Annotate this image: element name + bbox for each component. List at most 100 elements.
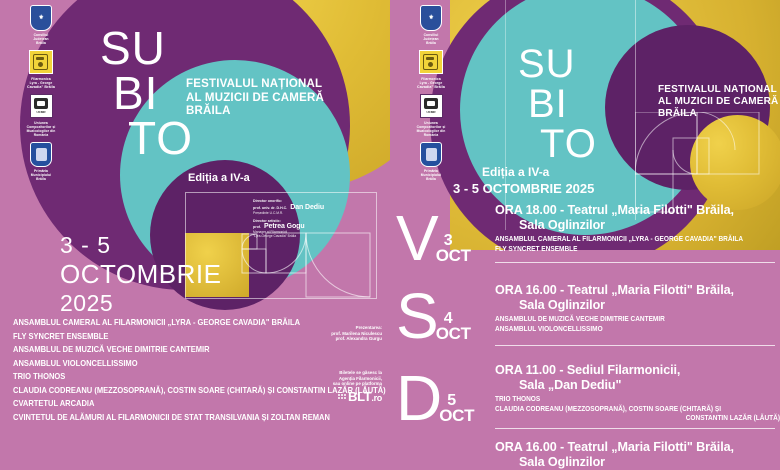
sponsor-logo-3: Primăria Municipiului Brăila (418, 141, 444, 182)
artistic-director-name: Petrea Gogu (263, 223, 305, 231)
list-item: CVARTETUL ARCADIA (13, 399, 95, 408)
event-3: ORA 16.00 - Teatrul „Maria Filotti" Brăi… (495, 440, 780, 470)
day-number: 5 (447, 392, 457, 409)
edition-label: Ediția a IV-a (482, 165, 550, 179)
date-block: 3 - 5 OCTOMBRIE 2025 (60, 232, 221, 317)
tickets-line-2: Agenția Filarmonicii, (338, 375, 382, 381)
day-month: OCT (439, 406, 475, 425)
edition-dates: 3 - 5 OCTOMBRIE 2025 (453, 181, 595, 196)
day-number: 4 (443, 310, 453, 327)
festival-title: FESTIVALUL NAȚIONAL AL MUZICII DE CAMERĂ… (658, 84, 779, 119)
blt-wordmark: BLT (347, 388, 372, 404)
list-item: ANSAMBLUL CAMERAL AL FILARMONICII „LYRA … (13, 318, 301, 327)
sponsor-rail: ⚜ Consiliul Județean Brăila Filarmonica Lyr… (404, 4, 458, 185)
sponsor-caption-3: Primăria Municipiului Brăila (30, 169, 52, 182)
artistic-director-role-1: Manager al Filarmonicii (253, 230, 288, 235)
event-time-venue-line2: Sala Oglinzilor (519, 298, 605, 312)
event-performers: ANSAMBLUL CAMERAL AL FILARMONICII „LYRA … (495, 235, 780, 254)
sponsor-logo-0: ⚜ Consiliul Județean Brăila (418, 4, 444, 45)
list-item: FLY SYNCRET ENSEMBLE (13, 331, 109, 341)
list-item: CVINTETUL DE ALĂMURI AL FILARMONICII DE … (13, 412, 330, 422)
guide-line (505, 0, 506, 230)
credits-block: Director onorific: prof. univ. dr. D.H.C… (253, 199, 353, 238)
schedule-day-2: D 5 OCT (396, 366, 475, 430)
city-hall-icon (28, 141, 54, 168)
sponsor-logo-1: Filarmonica Lyra - George Cavadia" Brăila (417, 48, 445, 89)
artistic-director-role-2: "Lyra-George Cavadia" Brăila (253, 234, 297, 239)
gold-crest-icon (28, 48, 54, 75)
ucmr-icon: UCMR (28, 92, 54, 119)
schedule-day-0: V 3 OCT (396, 202, 471, 274)
event-time-venue-line2: Sala Oglinzilor (519, 218, 605, 232)
event-1: ORA 16.00 - Teatrul „Maria Filotti" Brăi… (495, 283, 780, 334)
sponsor-logo-3: Primăria Municipiului Brăila (28, 141, 54, 182)
sponsor-caption-2: Uniunea Compozitorilor și Muzicologilor di… (416, 120, 446, 138)
event-separator (495, 428, 775, 429)
event-time-venue: ORA 11.00 - Sediul Filarmonicii, Sala „D… (495, 363, 780, 393)
event-performers: TRIO THONOS CLAUDIA CODREANU (MEZZOSOPRA… (495, 395, 780, 424)
list-item: ANSAMBLUL VIOLONCELLISSIMO (13, 358, 138, 368)
logo-subito-bi: BI (528, 82, 568, 126)
performer: ANSAMBLUL DE MUZICĂ VECHE DIMITRIE CANTE… (495, 316, 665, 323)
performer: ANSAMBLUL CAMERAL AL FILARMONICII „LYRA … (495, 236, 744, 243)
blt-dots-icon (337, 393, 346, 399)
logo-subito-su: SU (100, 22, 166, 74)
event-time-venue-line2: Sala „Dan Dediu" (519, 378, 622, 392)
edition-label: Ediția a IV-a (188, 172, 250, 184)
sponsor-logo-2: UCMR Uniunea Compozitorilor și Muzicolog… (27, 92, 56, 137)
sponsor-logo-2: UCMR Uniunea Compozitorilor și Muzicologil… (417, 92, 446, 137)
sponsor-caption-1: Filarmonica Lyra - George Cavadia" Brăil… (27, 76, 55, 90)
event-time-venue-line1: ORA 11.00 - Sediul Filarmonicii, (495, 363, 681, 377)
tickets-line-1: Biletele se găsesc la (339, 370, 382, 375)
sponsor-caption-0: Consiliul Județean Brăila (423, 32, 439, 45)
blt-logo[interactable]: BLT.ro (272, 389, 382, 404)
honorary-director-role: Președinte U.C.M.R. (253, 210, 284, 215)
event-time-venue-line1: ORA 16.00 - Teatrul „Maria Filotti" Brăi… (495, 440, 734, 454)
shield-crest-icon: ⚜ (28, 4, 54, 31)
logo-subito-to: TO (128, 112, 194, 164)
fibonacci-spiral-icon (241, 232, 371, 298)
gold-circle-small (690, 115, 780, 210)
event-time-venue-line1: ORA 18.00 - Teatrul „Maria Filotti" Brăi… (495, 203, 734, 217)
event-2: ORA 11.00 - Sediul Filarmonicii, Sala „D… (495, 363, 780, 424)
city-hall-icon (418, 141, 444, 168)
sponsor-logo-1: Filarmonica Lyra - George Cavadia" Brăil… (27, 48, 55, 89)
list-item: CLAUDIA CODREANU (MEZZOSOPRANĂ), COSTIN … (13, 385, 386, 395)
sponsor-rail: ⚜ Consiliul Județean Brăila Filarmonica … (14, 4, 68, 185)
day-number: 3 (443, 232, 453, 249)
event-separator (495, 262, 775, 263)
gold-crest-icon (418, 48, 444, 75)
blt-tld: .ro (371, 392, 382, 403)
artistic-director-prefix: prof. (253, 225, 261, 230)
shield-crest-icon: ⚜ (418, 4, 444, 31)
list-item: ANSAMBLUL DE MUZICĂ VECHE DIMITRIE CANTE… (13, 345, 210, 354)
presenter-name: prof. Marilena Niculescu (331, 330, 382, 336)
logo-subito-su: SU (518, 42, 576, 86)
honorary-director-label: Director onorific: (253, 199, 283, 203)
event-0: ORA 18.00 - Teatrul „Maria Filotti" Brăi… (495, 203, 780, 254)
day-month: OCT (435, 246, 471, 265)
guide-line (635, 0, 636, 220)
poster-left: ⚜ Consiliul Județean Brăila Filarmonica … (0, 0, 390, 470)
performer: TRIO THONOS (495, 396, 541, 403)
event-performers: ANSAMBLUL DE MUZICĂ VECHE DIMITRIE CANTE… (495, 315, 780, 334)
event-time-venue: ORA 18.00 - Teatrul „Maria Filotti" Brăi… (495, 203, 780, 233)
performer: CLAUDIA CODREANU (MEZZOSOPRANĂ), COSTIN … (495, 405, 722, 413)
event-time-venue-line2: Sala Oglinzilor (519, 455, 605, 469)
poster-right: ⚜ Consiliul Județean Brăila Filarmonica Lyr… (390, 0, 780, 470)
left-artwork (0, 0, 390, 320)
day-letter: V (396, 202, 439, 274)
ucmr-icon: UCMR (418, 92, 444, 119)
sponsor-caption-0: Consiliul Județean Brăila (33, 32, 49, 45)
logo-subito-to: TO (540, 122, 597, 166)
gold-square (185, 233, 249, 297)
list-item: TRIO THONOS (13, 372, 66, 381)
event-time-venue: ORA 16.00 - Teatrul „Maria Filotti" Brăi… (495, 440, 780, 470)
performer: ANSAMBLUL VIOLONCELLISSIMO (495, 325, 603, 333)
event-time-venue: ORA 16.00 - Teatrul „Maria Filotti" Brăi… (495, 283, 780, 313)
sponsor-caption-1: Filarmonica Lyra - George Cavadia" Brăila (417, 76, 445, 90)
presenters-label: Prezentarea: (355, 325, 382, 330)
schedule-day-1: S 4 OCT (396, 284, 471, 348)
logo-subito-bi: BI (113, 67, 159, 119)
